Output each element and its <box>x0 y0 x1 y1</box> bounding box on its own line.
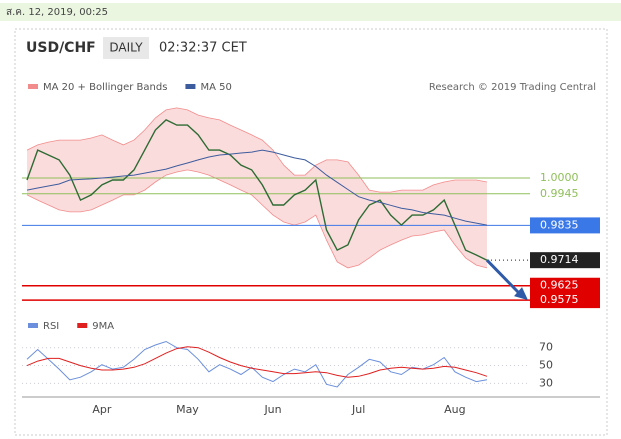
legend-label: 9MA <box>92 321 114 332</box>
rsi-tick-label: 30 <box>539 376 553 389</box>
band-lower <box>26 169 488 269</box>
rsi-tick-label: 50 <box>539 359 553 372</box>
level-label: 0.9835 <box>540 218 579 231</box>
date-bar <box>0 3 621 21</box>
legend-swatch <box>28 323 38 328</box>
level-label-box <box>530 277 600 294</box>
panel <box>14 28 608 436</box>
legend-swatch <box>185 84 196 89</box>
level-label-box <box>530 292 600 309</box>
band-upper <box>26 107 488 193</box>
timeframe: DAILY <box>109 41 143 55</box>
legend-label: MA 20 + Bollinger Bands <box>43 82 167 93</box>
time: 02:32:37 CET <box>159 41 247 56</box>
level-label-box <box>530 217 600 234</box>
x-tick-label: Jun <box>263 403 281 416</box>
level-label: 0.9625 <box>540 279 579 292</box>
x-tick-label: May <box>176 403 199 416</box>
legend-swatch <box>28 84 38 89</box>
x-tick-label: Apr <box>92 403 112 416</box>
ma-line <box>26 149 488 226</box>
forecast-arrow <box>485 259 524 298</box>
source: Research © 2019 Trading Central <box>429 82 596 93</box>
timeframe-box <box>103 37 149 59</box>
legend-label: MA 50 <box>200 82 231 93</box>
level-label: 1.0000 <box>540 171 579 184</box>
rsi-tick-label: 70 <box>539 341 553 354</box>
price-line <box>26 119 488 261</box>
rsi-line <box>26 346 488 378</box>
band-fill <box>27 107 487 268</box>
legend-label: RSI <box>43 321 59 332</box>
pair: USD/CHF <box>26 40 96 56</box>
x-tick-label: Jul <box>351 403 365 416</box>
level-label: 0.9575 <box>540 293 579 306</box>
arrow-head <box>514 287 528 301</box>
x-tick-label: Aug <box>444 403 465 416</box>
rsi-line <box>26 340 488 388</box>
level-label: 0.9714 <box>540 253 579 266</box>
legend-swatch <box>77 323 88 328</box>
date: ส.ค. 12, 2019, 00:25 <box>6 7 108 18</box>
level-label: 0.9945 <box>540 187 579 200</box>
level-label-box <box>530 252 600 269</box>
